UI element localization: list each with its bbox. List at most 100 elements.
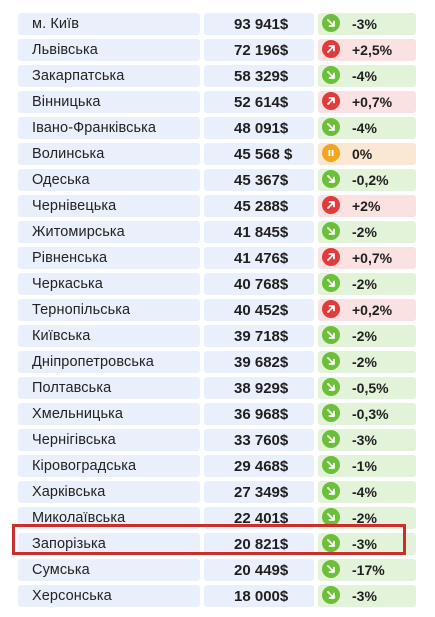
region-name: Чернівецька xyxy=(18,195,200,217)
table-row: Запорізька 20 821$ -3% xyxy=(0,531,435,557)
region-name: Київська xyxy=(18,325,200,347)
change-percent: +2% xyxy=(318,195,416,217)
change-percent: -2% xyxy=(318,507,416,529)
region-name: Сумська xyxy=(18,559,200,581)
table-row: Одеська 45 367$ -0,2% xyxy=(0,167,435,193)
region-name: Хмельницька xyxy=(18,403,200,425)
table-row: Чернівецька 45 288$ +2% xyxy=(0,193,435,219)
arrow-down-right-icon xyxy=(322,14,340,32)
change-percent: +0,7% xyxy=(318,91,416,113)
price-value: 58 329$ xyxy=(204,65,314,87)
price-value: 48 091$ xyxy=(204,117,314,139)
price-value: 39 718$ xyxy=(204,325,314,347)
arrow-down-right-icon xyxy=(322,560,340,578)
price-value: 93 941$ xyxy=(204,13,314,35)
arrow-down-right-icon xyxy=(322,222,340,240)
price-value: 45 288$ xyxy=(204,195,314,217)
table-row: Рівненська 41 476$ +0,7% xyxy=(0,245,435,271)
price-value: 38 929$ xyxy=(204,377,314,399)
arrow-down-right-icon xyxy=(322,352,340,370)
arrow-down-right-icon xyxy=(322,378,340,396)
change-percent: -0,3% xyxy=(318,403,416,425)
price-value: 41 476$ xyxy=(204,247,314,269)
region-name: Херсонська xyxy=(18,585,200,607)
change-percent: +0,7% xyxy=(318,247,416,269)
table-row: м. Київ 93 941$ -3% xyxy=(0,11,435,37)
change-percent: -0,2% xyxy=(318,169,416,191)
price-value: 18 000$ xyxy=(204,585,314,607)
price-value: 52 614$ xyxy=(204,91,314,113)
price-value: 72 196$ xyxy=(204,39,314,61)
region-name: Кіровоградська xyxy=(18,455,200,477)
region-name: Чернігівська xyxy=(18,429,200,451)
arrow-up-right-icon xyxy=(322,300,340,318)
change-percent: -3% xyxy=(318,585,416,607)
arrow-up-right-icon xyxy=(322,248,340,266)
price-value: 33 760$ xyxy=(204,429,314,451)
change-percent: -4% xyxy=(318,117,416,139)
price-value: 20 449$ xyxy=(204,559,314,581)
pause-icon xyxy=(322,144,340,162)
region-name: Черкаська xyxy=(18,273,200,295)
region-name: м. Київ xyxy=(18,13,200,35)
change-percent: -1% xyxy=(318,455,416,477)
arrow-down-right-icon xyxy=(322,170,340,188)
table-row: Львівська 72 196$ +2,5% xyxy=(0,37,435,63)
region-name: Миколаївська xyxy=(18,507,200,529)
region-name: Запорізька xyxy=(18,533,200,555)
region-name: Житомирська xyxy=(18,221,200,243)
region-name: Івано-Франківська xyxy=(18,117,200,139)
change-percent: +0,2% xyxy=(318,299,416,321)
region-name: Полтавська xyxy=(18,377,200,399)
price-value: 40 768$ xyxy=(204,273,314,295)
change-percent: -17% xyxy=(318,559,416,581)
price-value: 22 401$ xyxy=(204,507,314,529)
region-name: Одеська xyxy=(18,169,200,191)
table-row: Вінницька 52 614$ +0,7% xyxy=(0,89,435,115)
change-percent: 0% xyxy=(318,143,416,165)
arrow-down-right-icon xyxy=(322,482,340,500)
region-name: Вінницька xyxy=(18,91,200,113)
price-value: 45 568 $ xyxy=(204,143,314,165)
arrow-up-right-icon xyxy=(322,40,340,58)
table-row: Київська 39 718$ -2% xyxy=(0,323,435,349)
change-percent: -2% xyxy=(318,325,416,347)
table-row: Миколаївська 22 401$ -2% xyxy=(0,505,435,531)
change-percent: -3% xyxy=(318,13,416,35)
table-row: Тернопільська 40 452$ +0,2% xyxy=(0,297,435,323)
change-percent: -2% xyxy=(318,221,416,243)
arrow-down-right-icon xyxy=(322,586,340,604)
region-name: Харківська xyxy=(18,481,200,503)
arrow-down-right-icon xyxy=(322,534,340,552)
change-percent: -3% xyxy=(318,429,416,451)
change-percent: -3% xyxy=(318,533,416,555)
table-row: Івано-Франківська 48 091$ -4% xyxy=(0,115,435,141)
arrow-down-right-icon xyxy=(322,456,340,474)
arrow-up-right-icon xyxy=(322,92,340,110)
change-percent: -2% xyxy=(318,273,416,295)
change-percent: -4% xyxy=(318,65,416,87)
region-name: Львівська xyxy=(18,39,200,61)
table-row: Черкаська 40 768$ -2% xyxy=(0,271,435,297)
change-percent: -0,5% xyxy=(318,377,416,399)
table-row: Хмельницька 36 968$ -0,3% xyxy=(0,401,435,427)
price-value: 29 468$ xyxy=(204,455,314,477)
arrow-up-right-icon xyxy=(322,196,340,214)
table-row: Закарпатська 58 329$ -4% xyxy=(0,63,435,89)
table-row: Житомирська 41 845$ -2% xyxy=(0,219,435,245)
change-percent: +2,5% xyxy=(318,39,416,61)
price-value: 39 682$ xyxy=(204,351,314,373)
table-rows: м. Київ 93 941$ -3% Львівська 72 196$ +2,5% За… xyxy=(0,11,435,609)
change-percent: -4% xyxy=(318,481,416,503)
arrow-down-right-icon xyxy=(322,118,340,136)
table-row: Харківська 27 349$ -4% xyxy=(0,479,435,505)
price-value: 36 968$ xyxy=(204,403,314,425)
region-name: Дніпропетровська xyxy=(18,351,200,373)
change-percent: -2% xyxy=(318,351,416,373)
table-row: Полтавська 38 929$ -0,5% xyxy=(0,375,435,401)
arrow-down-right-icon xyxy=(322,508,340,526)
region-name: Волинська xyxy=(18,143,200,165)
region-name: Рівненська xyxy=(18,247,200,269)
arrow-down-right-icon xyxy=(322,404,340,422)
